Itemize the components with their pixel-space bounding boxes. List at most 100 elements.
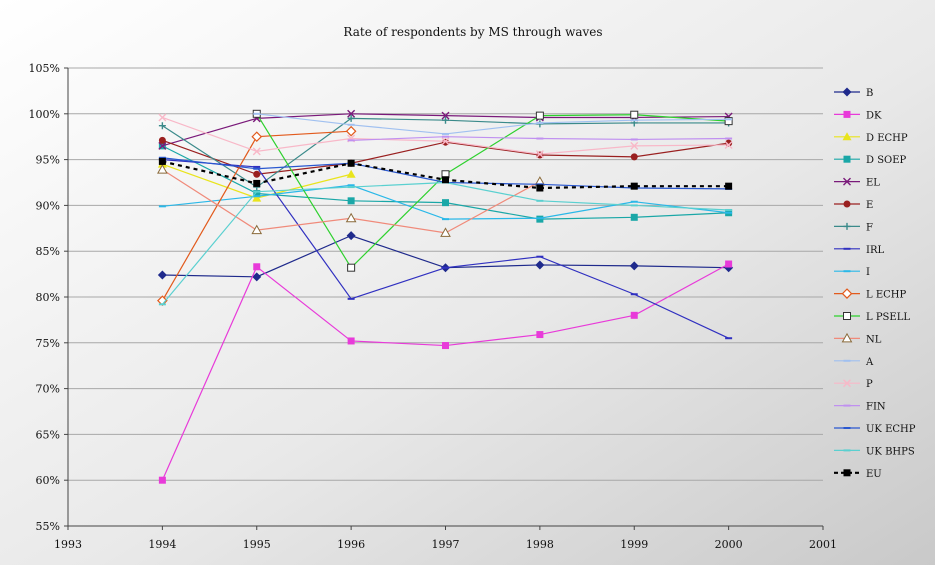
- legend-label: UK BHPS: [866, 446, 915, 457]
- data-point-d-soep: [253, 189, 261, 197]
- x-tick-label: 2001: [809, 538, 837, 551]
- data-point-eu: [630, 182, 638, 190]
- data-point-e: [630, 153, 638, 161]
- legend-marker: [842, 87, 852, 97]
- y-tick-label: 100%: [29, 108, 60, 121]
- series-eu: [158, 157, 733, 192]
- y-tick-label: 90%: [36, 199, 60, 212]
- data-point-l-echp: [251, 131, 263, 143]
- data-point-b: [157, 270, 167, 280]
- legend-item-i: I: [834, 267, 870, 278]
- data-point-l-echp: [345, 125, 357, 137]
- data-point-nl: [157, 164, 168, 174]
- legend-marker: [843, 177, 851, 186]
- legend-label: I: [866, 267, 870, 278]
- series-lines: [157, 109, 734, 484]
- legend-item-fin: FIN: [834, 402, 886, 413]
- data-point-d-echp: [346, 169, 356, 178]
- legend-item-eu: EU: [834, 469, 882, 480]
- x-tick-label: 1998: [526, 538, 554, 551]
- series-nl: [157, 164, 546, 237]
- x-tick-label: 2000: [715, 538, 743, 551]
- data-point-l-psell: [535, 111, 544, 120]
- data-point-eu: [158, 157, 166, 165]
- legend-item-d-soep: D SOEP: [834, 155, 907, 166]
- legend-item-f: F: [834, 222, 873, 233]
- legend-label: EU: [866, 469, 882, 480]
- legend-label: L PSELL: [866, 312, 910, 323]
- data-point-nl: [345, 212, 357, 223]
- data-point-p: [630, 141, 639, 150]
- data-point-b: [629, 261, 639, 271]
- legend-label: NL: [866, 334, 882, 345]
- x-tick-label: 1995: [243, 538, 271, 551]
- data-point-l-psell: [630, 110, 639, 119]
- legend: B DK D ECHP D SOEP EL EF IRL I L ECHP L PSELL NL AP…: [834, 87, 916, 480]
- series-line-l-psell: [256, 113, 729, 269]
- legend-marker: [843, 155, 851, 163]
- data-point-p: [158, 113, 167, 122]
- data-point-nl: [440, 227, 451, 237]
- data-point-d-soep: [630, 213, 638, 221]
- gridlines: [68, 67, 823, 527]
- y-tick-label: 105%: [29, 62, 60, 75]
- data-point-dk: [725, 260, 733, 268]
- series-fin: [347, 135, 733, 142]
- data-point-p: [441, 137, 450, 146]
- legend-marker: [843, 379, 851, 388]
- legend-item-d-echp: D ECHP: [834, 132, 908, 144]
- chart-title: Rate of respondents by MS through waves: [343, 25, 602, 39]
- legend-item-dk: DK: [834, 110, 882, 121]
- data-point-d-soep: [442, 199, 449, 207]
- legend-item-e: E: [834, 200, 873, 211]
- data-point-dk: [536, 331, 544, 339]
- y-tick-label: 95%: [36, 154, 60, 167]
- x-tick-label: 1994: [148, 538, 176, 551]
- legend-item-l-psell: L PSELL: [834, 312, 910, 323]
- legend-label: F: [866, 222, 873, 233]
- legend-label: IRL: [866, 245, 884, 256]
- legend-item-nl: NL: [834, 332, 882, 345]
- legend-label: DK: [866, 110, 882, 121]
- legend-marker: [842, 132, 852, 141]
- y-tick-label: 75%: [36, 337, 60, 350]
- data-point-l-psell: [724, 117, 733, 126]
- legend-marker: [841, 288, 853, 299]
- data-point-d-soep: [347, 197, 355, 205]
- data-point-d-echp: [252, 193, 262, 202]
- data-point-eu: [253, 179, 261, 187]
- legend-label: P: [866, 379, 873, 390]
- legend-label: B: [866, 88, 873, 99]
- data-point-dk: [442, 342, 449, 350]
- legend-item-uk-echp: UK ECHP: [834, 424, 916, 435]
- x-tick-label: 1993: [54, 538, 82, 551]
- y-tick-label: 80%: [36, 291, 60, 304]
- legend-item-l-echp: L ECHP: [834, 288, 906, 301]
- series-p: [158, 113, 733, 159]
- legend-label: UK ECHP: [866, 424, 916, 435]
- x-tick-label: 1997: [432, 538, 460, 551]
- legend-marker: [843, 110, 851, 118]
- legend-item-p: P: [834, 379, 873, 390]
- legend-item-el: EL: [834, 178, 880, 189]
- legend-item-uk-bhps: UK BHPS: [834, 446, 915, 457]
- series-dk: [158, 260, 733, 484]
- data-point-el: [441, 111, 450, 120]
- y-tick-label: 55%: [36, 520, 60, 533]
- series-a: [253, 112, 733, 135]
- y-tick-label: 85%: [36, 245, 60, 258]
- data-point-b: [252, 272, 262, 282]
- data-point-p: [252, 147, 261, 156]
- data-point-dk: [253, 263, 261, 271]
- series-irl: [158, 158, 733, 340]
- legend-marker: [843, 222, 851, 230]
- legend-marker: [843, 200, 851, 208]
- data-point-eu: [347, 159, 355, 167]
- legend-label: D ECHP: [866, 133, 908, 144]
- legend-marker: [841, 332, 853, 343]
- data-point-nl: [251, 224, 263, 235]
- legend-item-b: B: [834, 87, 873, 99]
- data-point-eu: [442, 176, 449, 184]
